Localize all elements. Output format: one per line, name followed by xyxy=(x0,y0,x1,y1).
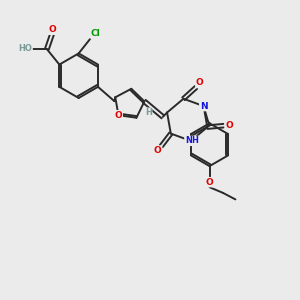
Text: HO: HO xyxy=(18,44,32,53)
Text: O: O xyxy=(154,146,162,155)
Text: O: O xyxy=(206,178,213,187)
Text: O: O xyxy=(196,79,204,88)
Text: O: O xyxy=(225,121,233,130)
Text: O: O xyxy=(115,111,122,120)
Text: Cl: Cl xyxy=(90,29,100,38)
Text: H: H xyxy=(145,108,152,117)
Text: O: O xyxy=(48,25,56,34)
Text: N: N xyxy=(200,102,207,111)
Text: NH: NH xyxy=(185,136,199,146)
